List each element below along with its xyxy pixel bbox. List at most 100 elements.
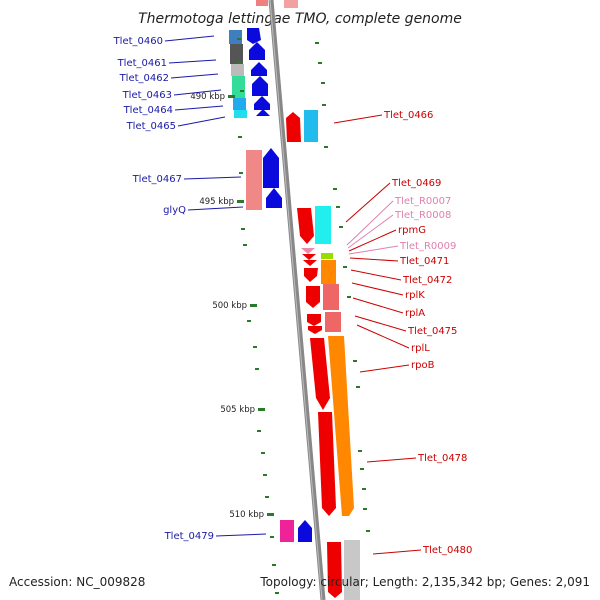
scale-tick bbox=[250, 304, 257, 307]
feature-tlet-0462 bbox=[231, 64, 244, 76]
right-leader-line bbox=[349, 257, 399, 262]
left-leader-line bbox=[173, 89, 222, 96]
right-leader-line bbox=[350, 269, 402, 281]
feature-tlet-0464 bbox=[233, 98, 246, 110]
feature-arrow-blue-6 bbox=[256, 109, 270, 116]
feature-tlet-0466-red bbox=[286, 112, 301, 142]
feature-tlet-0467 bbox=[246, 150, 262, 210]
tick-dot bbox=[238, 62, 242, 64]
right-gene-label: Tlet_0469 bbox=[391, 178, 441, 189]
feature-rplk bbox=[325, 312, 341, 332]
feature-arrow-blue-7 bbox=[263, 148, 279, 188]
right-leader-line bbox=[359, 364, 410, 373]
feature-arrow-red-b bbox=[306, 286, 320, 308]
feature-arrow-blue-4 bbox=[252, 76, 268, 96]
right-feature-cluster bbox=[297, 206, 354, 516]
feature-rrna-1 bbox=[301, 248, 315, 254]
feature-tlet-0469-cyan bbox=[315, 206, 331, 244]
right-gene-label: Tlet_R0007 bbox=[394, 196, 451, 207]
left-leader-line bbox=[174, 105, 224, 111]
tick-dot bbox=[237, 38, 241, 40]
right-leader-line bbox=[347, 214, 394, 249]
feature-rrna-3 bbox=[303, 260, 317, 266]
feature-arrow-blue-8 bbox=[266, 188, 282, 208]
feature-tlet-0461 bbox=[230, 44, 243, 64]
right-gene-label: Tlet_0466 bbox=[383, 110, 433, 121]
feature-arrow-blue-5 bbox=[254, 96, 270, 110]
left-feature-group-top bbox=[229, 28, 270, 118]
left-leader-line bbox=[168, 59, 217, 64]
tick-dot bbox=[347, 296, 351, 298]
feature-tlet-0460 bbox=[229, 30, 242, 44]
accession-text: Accession: NC_009828 bbox=[9, 575, 145, 589]
tick-dot bbox=[243, 244, 247, 246]
scale-tick bbox=[258, 408, 265, 411]
map-title: Thermotoga lettingae TMO, complete genom… bbox=[138, 11, 462, 27]
right-leader-line bbox=[351, 282, 404, 296]
right-leader-line bbox=[352, 297, 404, 314]
right-gene-label: rpoB bbox=[411, 360, 435, 371]
right-leader-line bbox=[346, 200, 394, 246]
tick-dot bbox=[240, 90, 244, 92]
tick-dots bbox=[237, 38, 370, 594]
tick-dot bbox=[362, 488, 366, 490]
tick-dot bbox=[241, 228, 245, 230]
tick-dot bbox=[343, 266, 347, 268]
left-gene-label: Tlet_0479 bbox=[164, 531, 214, 542]
tick-dot bbox=[366, 530, 370, 532]
right-gene-label: Tlet_0471 bbox=[399, 256, 449, 267]
right-gene-label: rpmG bbox=[398, 225, 426, 236]
left-leader-line bbox=[164, 35, 215, 42]
left-gene-label: Tlet_0467 bbox=[132, 174, 182, 185]
feature-tlet-0480-grey bbox=[344, 540, 360, 600]
scale-tick bbox=[228, 95, 235, 98]
left-gene-label: glyQ bbox=[163, 205, 186, 216]
right-gene-label: Tlet_0475 bbox=[407, 326, 457, 337]
tick-dot bbox=[318, 62, 322, 64]
feature-arrow-blue-1 bbox=[247, 28, 261, 44]
left-labels: Tlet_0460 Tlet_0461 Tlet_0462 Tlet_0463 Tlet… bbox=[113, 35, 267, 542]
right-leader-line bbox=[356, 324, 410, 349]
feature-tlet-0471 bbox=[321, 260, 336, 284]
feature-arrow-blue-3 bbox=[251, 62, 267, 76]
genome-backbone-highlight bbox=[269, 0, 323, 600]
feature-arrow-blue-9 bbox=[298, 520, 312, 542]
tick-dot bbox=[275, 592, 279, 594]
feature-tlet-0465 bbox=[234, 110, 247, 118]
scale-label: 510 kbp bbox=[229, 510, 264, 520]
tick-dot bbox=[358, 450, 362, 452]
left-gene-label: Tlet_0460 bbox=[113, 36, 163, 47]
scale-label: 505 kbp bbox=[220, 405, 255, 415]
tick-dot bbox=[263, 474, 267, 476]
genome-backbone bbox=[268, 0, 326, 600]
right-labels: Tlet_0466 Tlet_0469 Tlet_R0007 Tlet_R0008rp… bbox=[333, 110, 472, 556]
right-gene-label: rplL bbox=[411, 343, 430, 354]
tick-dot bbox=[356, 386, 360, 388]
right-gene-label: Tlet_0480 bbox=[422, 545, 472, 556]
left-gene-label: Tlet_0462 bbox=[119, 73, 169, 84]
feature-rrna-2 bbox=[302, 254, 316, 260]
feature-tlet-0469 bbox=[297, 208, 314, 244]
left-gene-label: Tlet_0465 bbox=[126, 121, 176, 132]
scale-tick bbox=[267, 513, 274, 516]
tick-dot bbox=[333, 188, 337, 190]
right-leader-line bbox=[333, 114, 383, 124]
feature-tlet-0463 bbox=[232, 76, 245, 98]
tick-dot bbox=[261, 452, 265, 454]
feature-arrow-red-a bbox=[304, 268, 318, 282]
feature-tlet-0480-red bbox=[327, 542, 342, 598]
feature-top-left-partial bbox=[256, 0, 268, 6]
tick-dot bbox=[255, 368, 259, 370]
right-gene-label: rplK bbox=[405, 290, 425, 301]
right-gene-label: rplA bbox=[405, 308, 425, 319]
left-leader-line bbox=[215, 533, 267, 537]
feature-tlet-0472 bbox=[323, 284, 339, 310]
tick-dot bbox=[247, 320, 251, 322]
right-leader-line bbox=[354, 315, 407, 332]
tick-dot bbox=[360, 468, 364, 470]
left-gene-label: Tlet_0463 bbox=[122, 90, 172, 101]
scale-label: 495 kbp bbox=[199, 197, 234, 207]
tick-dot bbox=[239, 172, 243, 174]
right-gene-label: Tlet_0472 bbox=[402, 275, 452, 286]
right-leader-line bbox=[348, 245, 399, 255]
